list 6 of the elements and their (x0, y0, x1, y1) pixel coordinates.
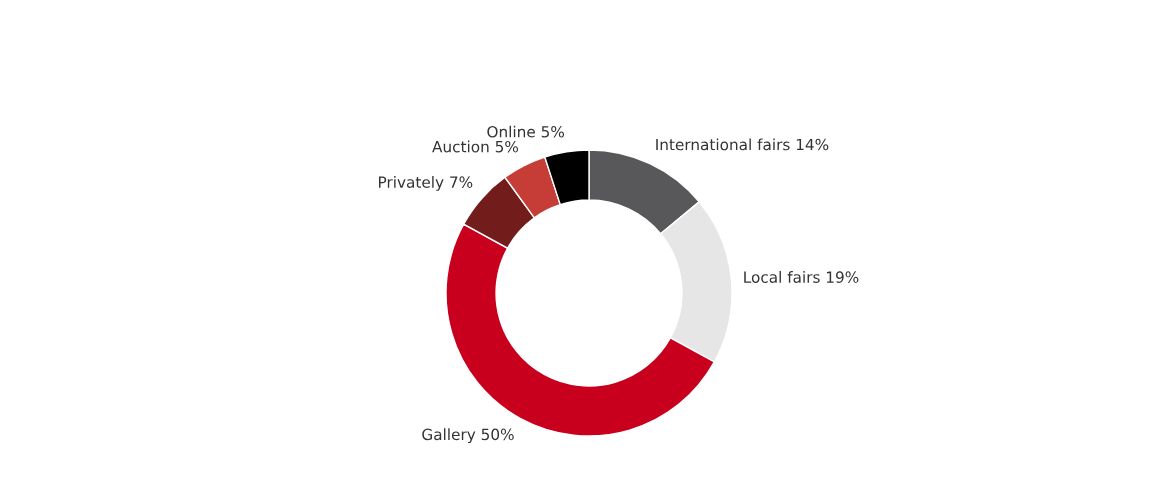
slice-label: Gallery 50% (422, 428, 514, 444)
slice-label: Online 5% (487, 125, 564, 138)
slice-label: Privately 7% (379, 176, 473, 191)
slice-label: International fairs 14% (656, 138, 829, 151)
slice-label: Local fairs 19% (744, 271, 859, 283)
slice-label: Auction 5% (432, 140, 519, 153)
